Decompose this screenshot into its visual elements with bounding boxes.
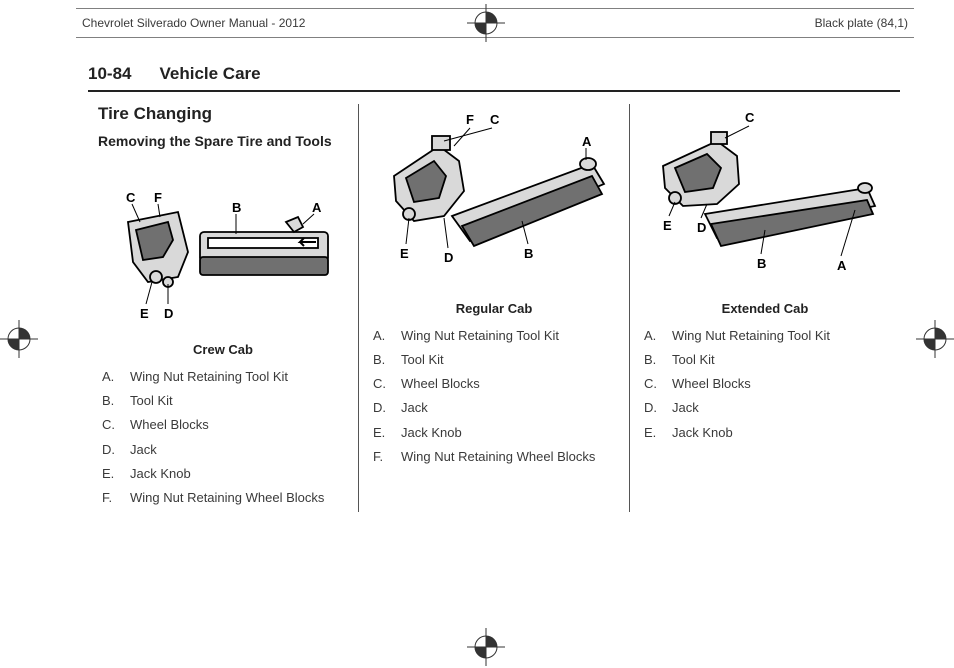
part-text: Jack Knob	[130, 464, 348, 484]
col1-subheading: Removing the Spare Tire and Tools	[98, 132, 348, 150]
list-item: C. Wheel Blocks	[102, 415, 348, 435]
list-item: F. Wing Nut Retaining Wheel Blocks	[102, 488, 348, 508]
part-text: Wheel Blocks	[401, 374, 619, 394]
column-1: Tire Changing Removing the Spare Tire an…	[88, 104, 358, 512]
parts-list-2: A. Wing Nut Retaining Tool Kit B. Tool Kit…	[369, 326, 619, 467]
list-item: B. Tool Kit	[102, 391, 348, 411]
column-3: C E D B A Extended Cab A. Wing Nut Retain…	[629, 104, 900, 512]
fig3-label-e: E	[663, 218, 672, 233]
col1-heading: Tire Changing	[98, 104, 348, 124]
part-letter: E.	[644, 423, 662, 443]
part-text: Wing Nut Retaining Tool Kit	[401, 326, 619, 346]
section-header: 10-84 Vehicle Care	[88, 64, 900, 92]
part-letter: C.	[644, 374, 662, 394]
crop-mark-bottom	[467, 628, 505, 666]
section-title: Vehicle Care	[159, 64, 260, 84]
section-number: 10-84	[88, 64, 131, 84]
part-letter: F.	[373, 447, 391, 467]
part-text: Wing Nut Retaining Tool Kit	[130, 367, 348, 387]
part-letter: A.	[373, 326, 391, 346]
figure-extended-cab: C E D B A	[640, 106, 890, 291]
list-item: A. Wing Nut Retaining Tool Kit	[644, 326, 890, 346]
part-text: Jack	[130, 440, 348, 460]
part-letter: B.	[644, 350, 662, 370]
list-item: B. Tool Kit	[373, 350, 619, 370]
part-letter: D.	[102, 440, 120, 460]
part-letter: C.	[373, 374, 391, 394]
caption-extended-cab: Extended Cab	[640, 301, 890, 316]
page-body: 10-84 Vehicle Care Tire Changing Removin…	[88, 64, 900, 618]
part-letter: D.	[373, 398, 391, 418]
figure-crew-cab: C F B A E D	[98, 162, 348, 332]
part-text: Wing Nut Retaining Wheel Blocks	[130, 488, 348, 508]
caption-crew-cab: Crew Cab	[98, 342, 348, 357]
crop-mark-top	[467, 4, 505, 42]
part-text: Jack	[401, 398, 619, 418]
list-item: A. Wing Nut Retaining Tool Kit	[373, 326, 619, 346]
list-item: E. Jack Knob	[644, 423, 890, 443]
part-text: Wheel Blocks	[130, 415, 348, 435]
fig1-label-e: E	[140, 306, 149, 321]
part-text: Tool Kit	[401, 350, 619, 370]
fig2-label-a: A	[582, 134, 592, 149]
part-text: Wheel Blocks	[672, 374, 890, 394]
part-letter: E.	[373, 423, 391, 443]
list-item: A. Wing Nut Retaining Tool Kit	[102, 367, 348, 387]
column-2: F C A B D E Regular Cab A. Wing Nut Retai…	[358, 104, 629, 512]
manual-title: Chevrolet Silverado Owner Manual - 2012	[82, 16, 305, 30]
part-letter: B.	[102, 391, 120, 411]
columns: Tire Changing Removing the Spare Tire an…	[88, 104, 900, 512]
list-item: F. Wing Nut Retaining Wheel Blocks	[373, 447, 619, 467]
list-item: C. Wheel Blocks	[644, 374, 890, 394]
crop-mark-left	[0, 320, 38, 358]
part-text: Wing Nut Retaining Wheel Blocks	[401, 447, 619, 467]
part-letter: B.	[373, 350, 391, 370]
list-item: D. Jack	[373, 398, 619, 418]
fig2-label-d: D	[444, 250, 453, 265]
crop-mark-right	[916, 320, 954, 358]
part-text: Tool Kit	[130, 391, 348, 411]
part-letter: D.	[644, 398, 662, 418]
part-text: Wing Nut Retaining Tool Kit	[672, 326, 890, 346]
list-item: B. Tool Kit	[644, 350, 890, 370]
parts-list-1: A. Wing Nut Retaining Tool Kit B. Tool Kit…	[98, 367, 348, 508]
list-item: E. Jack Knob	[102, 464, 348, 484]
caption-regular-cab: Regular Cab	[369, 301, 619, 316]
part-letter: F.	[102, 488, 120, 508]
part-letter: A.	[644, 326, 662, 346]
list-item: C. Wheel Blocks	[373, 374, 619, 394]
part-letter: A.	[102, 367, 120, 387]
part-letter: C.	[102, 415, 120, 435]
list-item: D. Jack	[644, 398, 890, 418]
fig2-label-c: C	[490, 112, 500, 127]
fig1-label-b: B	[232, 200, 241, 215]
fig3-label-b: B	[757, 256, 766, 271]
part-letter: E.	[102, 464, 120, 484]
fig3-label-d: D	[697, 220, 706, 235]
fig3-label-c: C	[745, 110, 755, 125]
plate-label: Black plate (84,1)	[815, 16, 908, 30]
list-item: D. Jack	[102, 440, 348, 460]
fig2-label-b: B	[524, 246, 533, 261]
part-text: Jack Knob	[672, 423, 890, 443]
part-text: Jack	[672, 398, 890, 418]
fig2-label-f: F	[466, 112, 474, 127]
part-text: Tool Kit	[672, 350, 890, 370]
fig1-label-a: A	[312, 200, 322, 215]
fig1-label-f: F	[154, 190, 162, 205]
figure-regular-cab: F C A B D E	[369, 106, 619, 291]
part-text: Jack Knob	[401, 423, 619, 443]
parts-list-3: A. Wing Nut Retaining Tool Kit B. Tool Kit…	[640, 326, 890, 443]
fig1-label-d: D	[164, 306, 173, 321]
list-item: E. Jack Knob	[373, 423, 619, 443]
fig2-label-e: E	[400, 246, 409, 261]
fig1-label-c: C	[126, 190, 136, 205]
fig3-label-a: A	[837, 258, 847, 273]
